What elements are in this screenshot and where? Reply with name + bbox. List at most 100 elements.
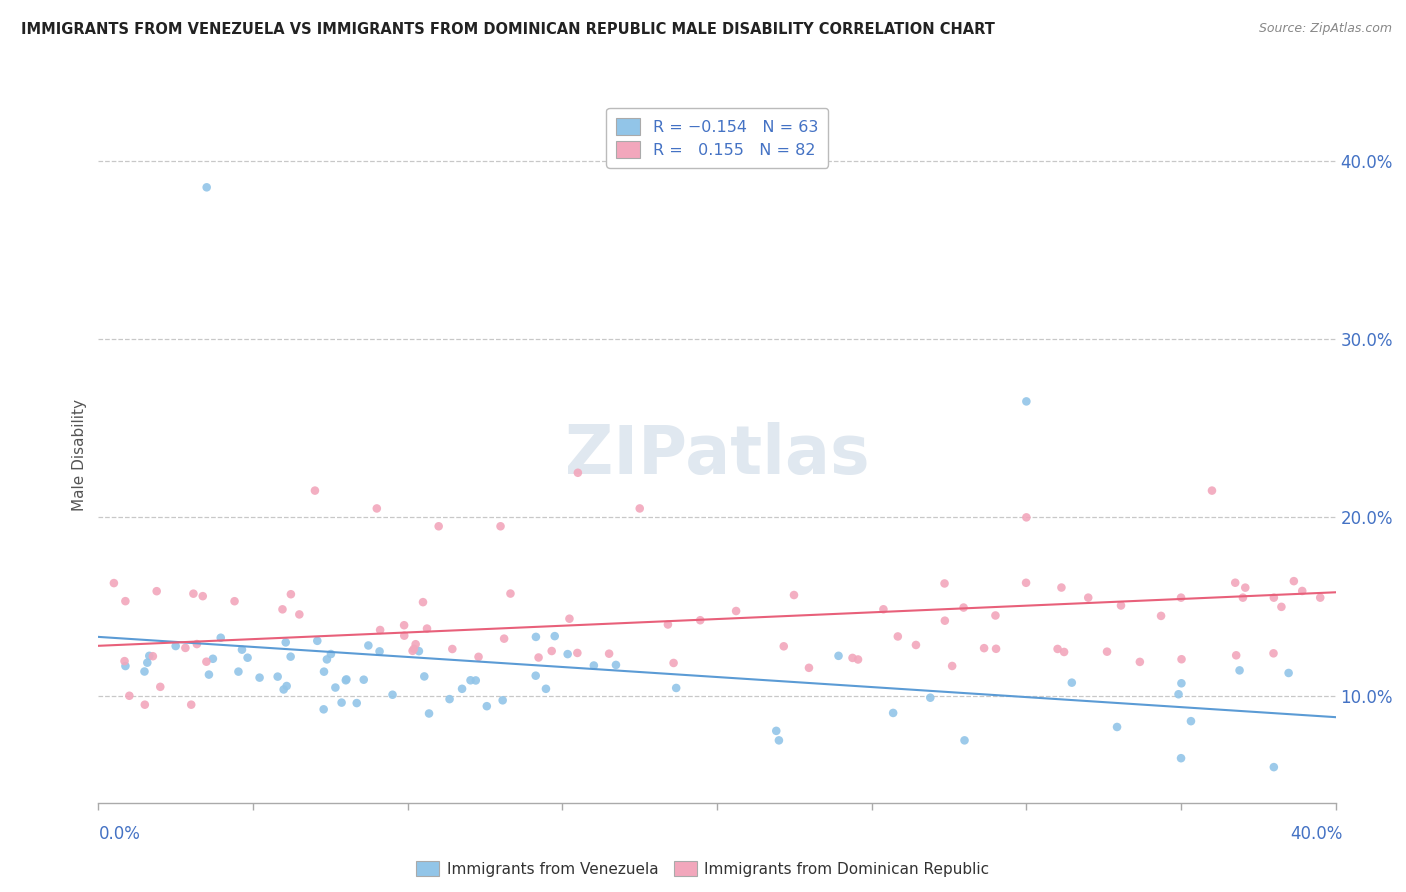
Point [319,647,342,661]
Point [114,659,136,673]
Point [1229,664,1251,678]
Point [1150,608,1173,623]
Text: 0.0%: 0.0% [98,825,141,843]
Point [797,661,820,675]
Point [524,630,547,644]
Point [1015,575,1038,590]
Point [368,623,391,637]
Point [335,673,357,688]
Point [416,622,439,636]
Point [1291,584,1313,599]
Point [180,698,202,712]
Point [209,631,232,645]
Point [934,576,956,591]
Point [1263,646,1285,660]
Point [557,647,579,661]
Point [984,641,1007,656]
Point [1225,648,1247,663]
Point [475,699,498,714]
Point [558,612,581,626]
Point [271,602,294,616]
Point [134,698,156,712]
Point [198,667,221,681]
Point [1129,655,1152,669]
Point [1170,676,1192,690]
Point [149,680,172,694]
Point [201,652,224,666]
Point [540,644,562,658]
Point [1270,599,1292,614]
Point [1167,687,1189,701]
Point [846,652,869,666]
Point [451,681,474,696]
Point [598,647,620,661]
Point [1278,665,1301,680]
Point [224,594,246,608]
Point [381,688,404,702]
Point [280,587,302,601]
Point [952,600,974,615]
Point [467,649,489,664]
Point [460,673,482,688]
Point [534,681,557,696]
Point [544,629,567,643]
Legend: R = −0.154   N = 63, R =   0.155   N = 82: R = −0.154 N = 63, R = 0.155 N = 82 [606,108,828,168]
Point [765,723,787,738]
Point [1263,760,1285,774]
Point [524,668,547,682]
Point [136,656,159,670]
Point [464,673,486,688]
Point [273,682,295,697]
Point [662,656,685,670]
Text: ZIPatlas: ZIPatlas [565,422,869,488]
Point [783,588,806,602]
Point [353,673,375,687]
Point [1170,751,1192,765]
Point [413,669,436,683]
Point [872,602,894,616]
Point [1170,652,1192,666]
Point [628,501,651,516]
Point [195,180,218,194]
Point [1170,591,1192,605]
Point [231,642,253,657]
Point [312,702,335,716]
Point [1232,591,1254,605]
Point [904,638,927,652]
Point [368,644,391,658]
Point [768,733,790,747]
Point [1105,720,1128,734]
Point [288,607,311,622]
Point [984,608,1007,623]
Point [1046,642,1069,657]
Point [103,576,125,591]
Point [402,641,425,656]
Point [527,650,550,665]
Point [1282,574,1305,589]
Point [138,648,160,663]
Point [346,696,368,710]
Point [236,650,259,665]
Point [249,671,271,685]
Point [841,651,863,665]
Point [1225,575,1247,590]
Point [689,613,711,627]
Point [1234,581,1257,595]
Point [1180,714,1202,728]
Point [134,665,156,679]
Point [266,670,288,684]
Point [499,586,522,600]
Point [1015,394,1038,409]
Point [941,659,963,673]
Point [1077,591,1099,605]
Point [195,655,218,669]
Point [357,639,380,653]
Point [439,692,461,706]
Point [492,693,515,707]
Text: IMMIGRANTS FROM VENEZUELA VS IMMIGRANTS FROM DOMINICAN REPUBLIC MALE DISABILITY : IMMIGRANTS FROM VENEZUELA VS IMMIGRANTS … [21,22,995,37]
Point [887,630,910,644]
Point [280,649,302,664]
Text: 40.0%: 40.0% [1291,825,1343,843]
Point [953,733,976,747]
Point [973,641,995,656]
